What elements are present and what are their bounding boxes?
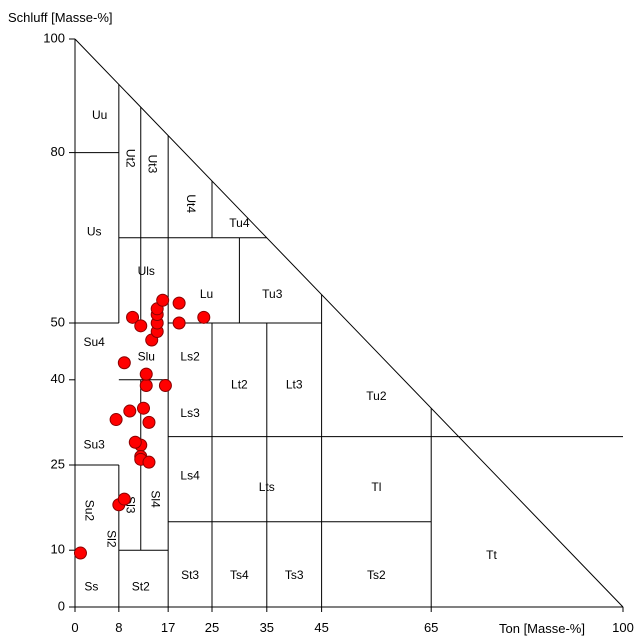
region-label: Lt2 [231, 378, 248, 392]
data-point [156, 293, 170, 307]
x-tick-label: 25 [205, 620, 219, 635]
region-label: Su3 [84, 437, 106, 451]
hypotenuse-line [74, 38, 624, 608]
data-point [128, 435, 142, 449]
region-label: Ls3 [180, 406, 200, 420]
region-label: Ts3 [285, 568, 304, 582]
region-label: Ut4 [184, 194, 198, 213]
class-boundaries [75, 84, 623, 607]
data-point [142, 455, 156, 469]
y-tick-label: 100 [43, 30, 65, 45]
region-label: Slu [138, 349, 155, 363]
data-points [73, 293, 211, 560]
region-label: Lt3 [286, 378, 303, 392]
data-point [123, 404, 137, 418]
data-point [172, 316, 186, 330]
region-label: Uu [92, 108, 107, 122]
x-tick-label: 35 [260, 620, 274, 635]
y-tick-label: 40 [51, 371, 65, 386]
region-label: Sl2 [104, 530, 118, 548]
data-point [139, 378, 153, 392]
x-tick-label: 45 [314, 620, 328, 635]
region-label: Tu4 [229, 216, 250, 230]
y-tick-label: 0 [58, 598, 65, 613]
data-point [126, 310, 140, 324]
data-point [117, 492, 131, 506]
region-label: Ss [84, 579, 98, 593]
region-label: Tu3 [262, 287, 283, 301]
region-label: Ts2 [367, 568, 386, 582]
data-point [197, 310, 211, 324]
x-tick-label: 100 [612, 620, 634, 635]
region-label: Us [87, 224, 102, 238]
region-label: Tt [486, 548, 497, 562]
x-tick-label: 0 [71, 620, 78, 635]
region-label: Lts [259, 480, 275, 494]
data-point [134, 319, 148, 333]
data-point [139, 367, 153, 381]
y-axis-title: Schluff [Masse-%] [8, 10, 113, 25]
region-label: Ts4 [230, 568, 249, 582]
data-point [172, 296, 186, 310]
data-point [73, 546, 87, 560]
y-tick-label: 50 [51, 314, 65, 329]
data-point [142, 415, 156, 429]
x-tick-label: 17 [161, 620, 175, 635]
region-label: Su4 [84, 335, 106, 349]
region-label: Tl [371, 480, 381, 494]
region-label: Ls2 [180, 349, 200, 363]
data-point [137, 401, 150, 415]
region-label: Ls4 [180, 469, 200, 483]
data-point [109, 413, 123, 427]
region-label: Tu2 [366, 389, 387, 403]
x-tick-label: 65 [424, 620, 438, 635]
region-label: Ut3 [146, 155, 160, 174]
y-tick-label: 80 [51, 144, 65, 159]
data-point [158, 378, 172, 392]
axis-ticks: 0 10 25 40 50 80 100 0 8 17 25 35 45 65 100 [43, 30, 634, 635]
region-label: Uls [138, 264, 155, 278]
y-tick-label: 25 [51, 456, 65, 471]
region-label: St2 [132, 579, 150, 593]
x-tick-label: 8 [115, 620, 122, 635]
region-label: Su2 [83, 500, 97, 522]
data-point [117, 356, 131, 370]
region-label: St3 [181, 568, 199, 582]
region-label: Sl4 [148, 490, 162, 508]
y-tick-label: 10 [51, 542, 65, 557]
x-axis-title: Ton [Masse-%] [499, 621, 585, 636]
region-label: Ut2 [124, 149, 138, 168]
region-label: Lu [200, 287, 213, 301]
soil-class-labels: Uu Ut2 Ut3 Ut4 Us Tu4 Uls Lu Tu3 Su4 Slu Ls2 Lt2 Lt3 T… [83, 108, 498, 593]
